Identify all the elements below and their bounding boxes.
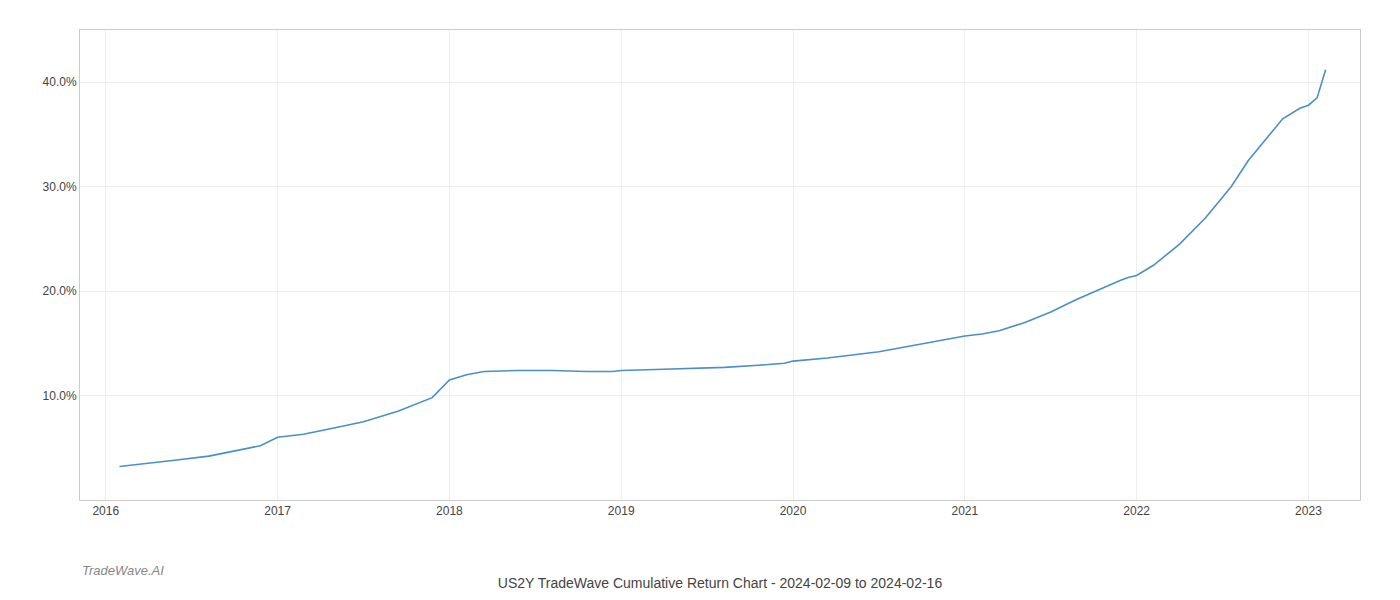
svg-text:2018: 2018 xyxy=(436,504,463,518)
svg-text:2023: 2023 xyxy=(1295,504,1322,518)
svg-text:20.0%: 20.0% xyxy=(43,284,77,298)
svg-text:2017: 2017 xyxy=(264,504,291,518)
svg-text:2022: 2022 xyxy=(1123,504,1150,518)
svg-text:40.0%: 40.0% xyxy=(43,75,77,89)
svg-text:TradeWave.AI: TradeWave.AI xyxy=(82,563,164,578)
svg-text:30.0%: 30.0% xyxy=(43,180,77,194)
svg-text:US2Y TradeWave Cumulative Retu: US2Y TradeWave Cumulative Return Chart -… xyxy=(498,575,943,591)
svg-text:10.0%: 10.0% xyxy=(43,389,77,403)
svg-text:2019: 2019 xyxy=(608,504,635,518)
svg-text:2020: 2020 xyxy=(780,504,807,518)
svg-text:2021: 2021 xyxy=(951,504,978,518)
svg-text:2016: 2016 xyxy=(92,504,119,518)
